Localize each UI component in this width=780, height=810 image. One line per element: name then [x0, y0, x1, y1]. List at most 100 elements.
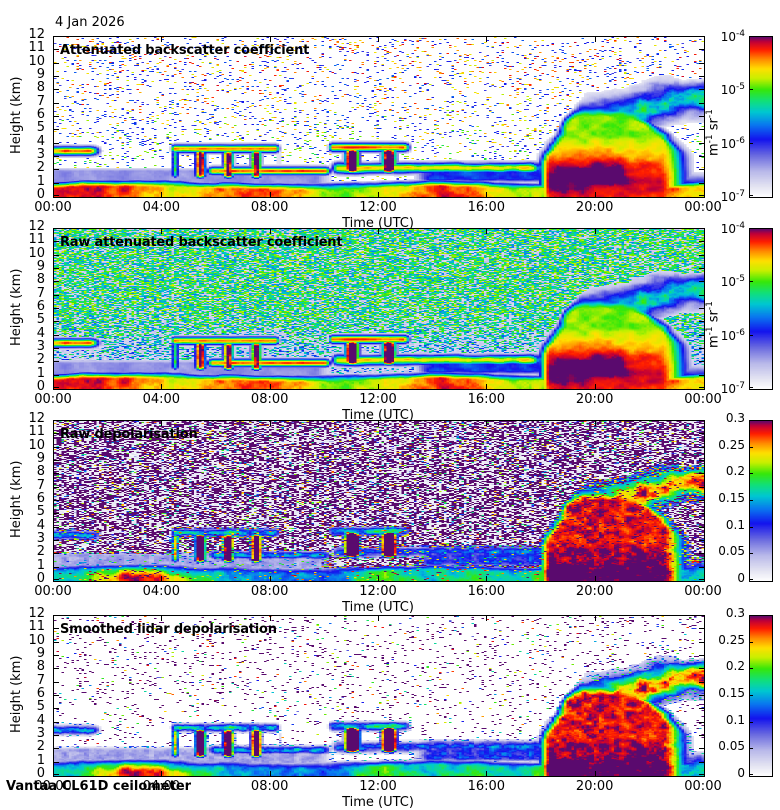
x-tick-label: 20:00 — [575, 392, 614, 407]
y-tick-mark-right — [699, 446, 704, 448]
colorbar-gradient — [750, 616, 772, 776]
x-tick-mark-top — [594, 229, 596, 234]
plot-area-raw-depolarisation[interactable]: Raw depolarisation — [53, 420, 705, 582]
x-tick-mark-top — [486, 616, 488, 621]
colorbar-tick-mark — [749, 281, 753, 283]
colorbar-tick-mark — [749, 195, 753, 196]
y-tick-label: 1 — [36, 752, 45, 768]
y-tick-mark — [54, 361, 59, 363]
date-label: 4 Jan 2026 — [55, 15, 125, 30]
y-tick-label: 10 — [28, 53, 45, 69]
plot-area-raw-attenuated-backscatter[interactable]: Raw attenuated backscatter coefficient — [53, 228, 705, 390]
y-tick-mark-right — [699, 268, 704, 269]
colorbar-smoothed-lidar-depolarisation — [749, 615, 773, 777]
y-tick-label: 8 — [36, 464, 45, 480]
y-tick-label: 3 — [36, 339, 45, 354]
y-tick-label: 10 — [28, 245, 45, 261]
y-tick-mark-right — [699, 182, 704, 184]
y-tick-mark-right — [699, 553, 704, 555]
x-tick-mark-bottom — [161, 192, 163, 197]
x-tick-mark-bottom — [378, 771, 379, 776]
colorbar-tick-label: 0 — [737, 571, 745, 585]
y-tick-label: 5 — [36, 312, 45, 328]
y-tick-mark — [54, 566, 59, 568]
y-axis-label: Height (km) — [9, 268, 24, 346]
x-tick-mark-top — [161, 421, 163, 426]
y-tick-mark — [54, 615, 59, 616]
panel-title-smoothed-lidar-depolarisation: Smoothed lidar depolarisation — [60, 622, 277, 637]
x-tick-mark-bottom — [594, 771, 596, 776]
y-tick-mark — [54, 668, 59, 670]
heatmap-canvas-raw-attenuated-backscatter — [54, 229, 704, 389]
colorbar-tick-label: 10-6 — [720, 135, 745, 151]
heatmap-canvas-smoothed-lidar-depolarisation — [54, 616, 704, 776]
colorbar-tick-label: 10-6 — [720, 327, 745, 343]
x-tick-label: 00:00 — [34, 392, 72, 407]
y-tick-label: 10 — [28, 437, 45, 453]
x-tick-label: 00:00 — [684, 779, 722, 794]
colorbar-tick-mark — [749, 553, 753, 555]
colorbar-tick-mark — [749, 334, 753, 336]
y-tick-mark — [54, 460, 59, 461]
y-tick-label: 1 — [36, 365, 45, 381]
x-tick-label: 16:00 — [467, 392, 506, 407]
y-tick-mark — [54, 308, 59, 309]
colorbar-tick-mark — [749, 89, 753, 91]
y-tick-mark-right — [699, 735, 704, 736]
y-tick-label: 3 — [36, 726, 45, 741]
x-tick-mark-top — [269, 616, 271, 621]
x-tick-label: 20:00 — [575, 779, 614, 794]
x-tick-label: 00:00 — [34, 200, 72, 215]
y-axis-label: Height (km) — [9, 460, 24, 538]
y-tick-mark-right — [699, 195, 704, 196]
x-tick-label: 16:00 — [467, 584, 506, 599]
colorbar-tick-label: 0.25 — [718, 437, 745, 452]
colorbar-tick-mark — [749, 446, 753, 448]
y-tick-label: 9 — [36, 646, 45, 661]
y-tick-label: 8 — [36, 659, 45, 675]
y-tick-mark-right — [699, 526, 704, 528]
y-tick-mark-right — [699, 156, 704, 157]
y-tick-mark-right — [699, 615, 704, 616]
y-tick-mark — [54, 553, 59, 555]
y-tick-mark — [54, 102, 59, 104]
colorbar-tick-mark — [749, 420, 753, 421]
y-tick-mark — [54, 169, 59, 171]
plot-area-smoothed-lidar-depolarisation[interactable]: Smoothed lidar depolarisation — [53, 615, 705, 777]
y-tick-mark — [54, 129, 59, 131]
y-tick-mark-right — [699, 748, 704, 750]
y-tick-mark — [54, 76, 59, 77]
y-tick-mark-right — [699, 695, 704, 696]
y-tick-mark-right — [699, 334, 704, 336]
colorbar-tick-label: 10-5 — [720, 274, 745, 290]
y-tick-mark-right — [699, 433, 704, 435]
y-tick-label: 0 — [36, 571, 45, 586]
x-tick-label: 16:00 — [467, 200, 506, 215]
y-axis-label: Height (km) — [9, 76, 24, 154]
plot-area-attenuated-backscatter[interactable]: Attenuated backscatter coefficient — [53, 36, 705, 198]
y-tick-label: 11 — [28, 232, 45, 248]
colorbar-tick-mark — [749, 142, 753, 144]
x-tick-mark-bottom — [378, 384, 379, 389]
y-tick-label: 12 — [28, 411, 45, 426]
y-tick-mark — [54, 486, 59, 488]
y-tick-mark-right — [699, 513, 704, 515]
y-tick-label: 8 — [36, 272, 45, 288]
x-tick-label: 20:00 — [575, 584, 614, 599]
y-tick-mark — [54, 348, 59, 349]
y-tick-label: 3 — [36, 147, 45, 162]
y-tick-mark — [54, 628, 59, 630]
x-tick-mark-bottom — [486, 771, 488, 776]
y-tick-label: 5 — [36, 699, 45, 715]
colorbar-tick-mark — [749, 36, 753, 37]
x-tick-label: 08:00 — [250, 584, 289, 599]
colorbar-tick-mark — [749, 579, 753, 580]
y-tick-label: 1 — [36, 173, 45, 189]
y-tick-mark — [54, 446, 59, 448]
colorbar-tick-label: 0.15 — [718, 491, 745, 505]
y-tick-label: 12 — [28, 606, 45, 621]
y-tick-label: 7 — [36, 285, 45, 301]
x-tick-mark-top — [378, 229, 379, 234]
y-tick-label: 2 — [36, 352, 45, 368]
y-tick-label: 4 — [36, 325, 45, 341]
